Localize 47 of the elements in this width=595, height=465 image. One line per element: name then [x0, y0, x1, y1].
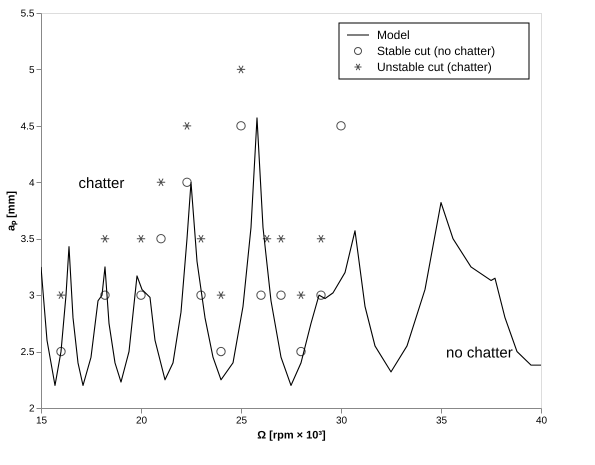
- legend-label: Unstable cut (chatter): [377, 60, 492, 74]
- point: [156, 234, 166, 244]
- x-tick-label: 30: [336, 416, 348, 426]
- legend-label: Stable cut (no chatter): [377, 44, 496, 58]
- point: [216, 291, 226, 300]
- annotation: chatter: [78, 174, 124, 192]
- point: [316, 234, 326, 243]
- y-tick-label: 2: [28, 404, 35, 414]
- point: [136, 234, 146, 243]
- x-tick-label: 25: [236, 416, 248, 426]
- legend-label: Model: [377, 28, 410, 42]
- annotation: no chatter: [446, 344, 513, 362]
- point: [262, 234, 272, 243]
- x-tick-label: 40: [536, 416, 548, 426]
- y-tick-label: 3: [28, 290, 35, 302]
- point: [136, 290, 146, 300]
- point: [216, 346, 226, 356]
- y-tick-label: 4.5: [20, 121, 35, 132]
- y-tick-label: 2.5: [20, 347, 35, 358]
- point: [100, 234, 110, 243]
- x-tick-label: 20: [136, 416, 148, 426]
- point: [196, 234, 206, 243]
- point: [196, 290, 206, 300]
- y-tick-label: 5: [28, 64, 35, 76]
- point: [296, 346, 306, 356]
- point: [236, 65, 246, 74]
- y-axis-title: aₚ [mm]: [6, 190, 18, 232]
- point: [316, 290, 326, 300]
- point: [276, 290, 286, 300]
- y-tick-label: 5.5: [20, 8, 35, 20]
- point: [156, 178, 166, 186]
- point: [296, 291, 306, 300]
- line-series: [41, 117, 541, 386]
- point: [236, 121, 246, 131]
- x-axis-title: Ω [rpm × 10³]: [257, 430, 326, 442]
- point: [336, 121, 346, 131]
- y-tick-label: 3.5: [20, 234, 35, 246]
- point: [256, 290, 266, 300]
- point: [276, 234, 286, 243]
- y-tick-label: 4: [28, 178, 35, 189]
- point: [182, 122, 192, 130]
- point: [100, 290, 110, 300]
- x-tick-label: 35: [436, 416, 448, 426]
- x-tick-label: 15: [36, 416, 48, 426]
- point: [56, 291, 66, 300]
- point: [182, 178, 192, 187]
- point: [56, 346, 66, 356]
